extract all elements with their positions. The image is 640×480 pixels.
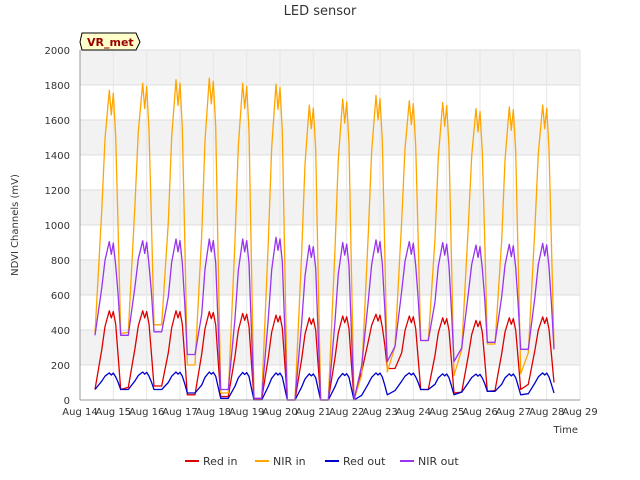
chart-title: LED sensor [284, 4, 357, 19]
legend-label: Red in [203, 455, 237, 468]
x-tick-label: Aug 24 [396, 407, 431, 418]
x-tick-label: Aug 27 [496, 407, 531, 418]
y-tick-label: 1800 [45, 81, 70, 92]
y-tick-label: 1000 [45, 221, 70, 232]
y-tick-label: 1600 [45, 116, 70, 127]
axes: 0 200 400 600 800 1000 1200 1400 1600 1800 2000 Aug… [45, 46, 598, 418]
plot-band [80, 190, 580, 225]
x-tick-label: Aug 17 [162, 407, 197, 418]
x-tick-label: Aug 16 [129, 407, 164, 418]
legend-label: Red out [343, 455, 386, 468]
x-tick-label: Aug 23 [362, 407, 397, 418]
y-tick-label: 1400 [45, 151, 70, 162]
x-tick-label: Aug 25 [429, 407, 464, 418]
x-tick-label: Aug 18 [196, 407, 231, 418]
vr-met-annotation: VR_met [79, 32, 141, 51]
y-tick-label: 1200 [45, 186, 70, 197]
legend-label: NIR in [273, 455, 306, 468]
y-tick-label: 800 [51, 256, 70, 267]
x-tick-label: Aug 22 [329, 407, 364, 418]
x-axis-label: Time [553, 425, 578, 436]
plot-band [80, 260, 580, 295]
grid [79, 49, 581, 401]
annotation-label: VR_met [87, 36, 134, 49]
y-tick-label: 0 [64, 396, 70, 407]
y-tick-label: 2000 [45, 46, 70, 57]
legend: Red in NIR in Red out NIR out [185, 455, 459, 468]
x-tick-label: Aug 14 [62, 407, 97, 418]
x-tick-label: Aug 20 [262, 407, 297, 418]
x-tick-label: Aug 29 [562, 407, 597, 418]
x-tick-label: Aug 21 [296, 407, 331, 418]
plot-band [80, 50, 580, 85]
x-tick-label: Aug 26 [462, 407, 497, 418]
legend-label: NIR out [418, 455, 459, 468]
y-tick-label: 400 [51, 326, 70, 337]
annotation-box [79, 32, 141, 51]
y-tick-label: 600 [51, 291, 70, 302]
plot-band [80, 120, 580, 155]
x-tick-label: Aug 15 [96, 407, 131, 418]
y-axis-label: NDVI Channels (mV) [10, 174, 21, 276]
x-tick-label: Aug 19 [229, 407, 264, 418]
y-tick-label: 200 [51, 361, 70, 372]
x-tick-label: Aug 28 [529, 407, 564, 418]
